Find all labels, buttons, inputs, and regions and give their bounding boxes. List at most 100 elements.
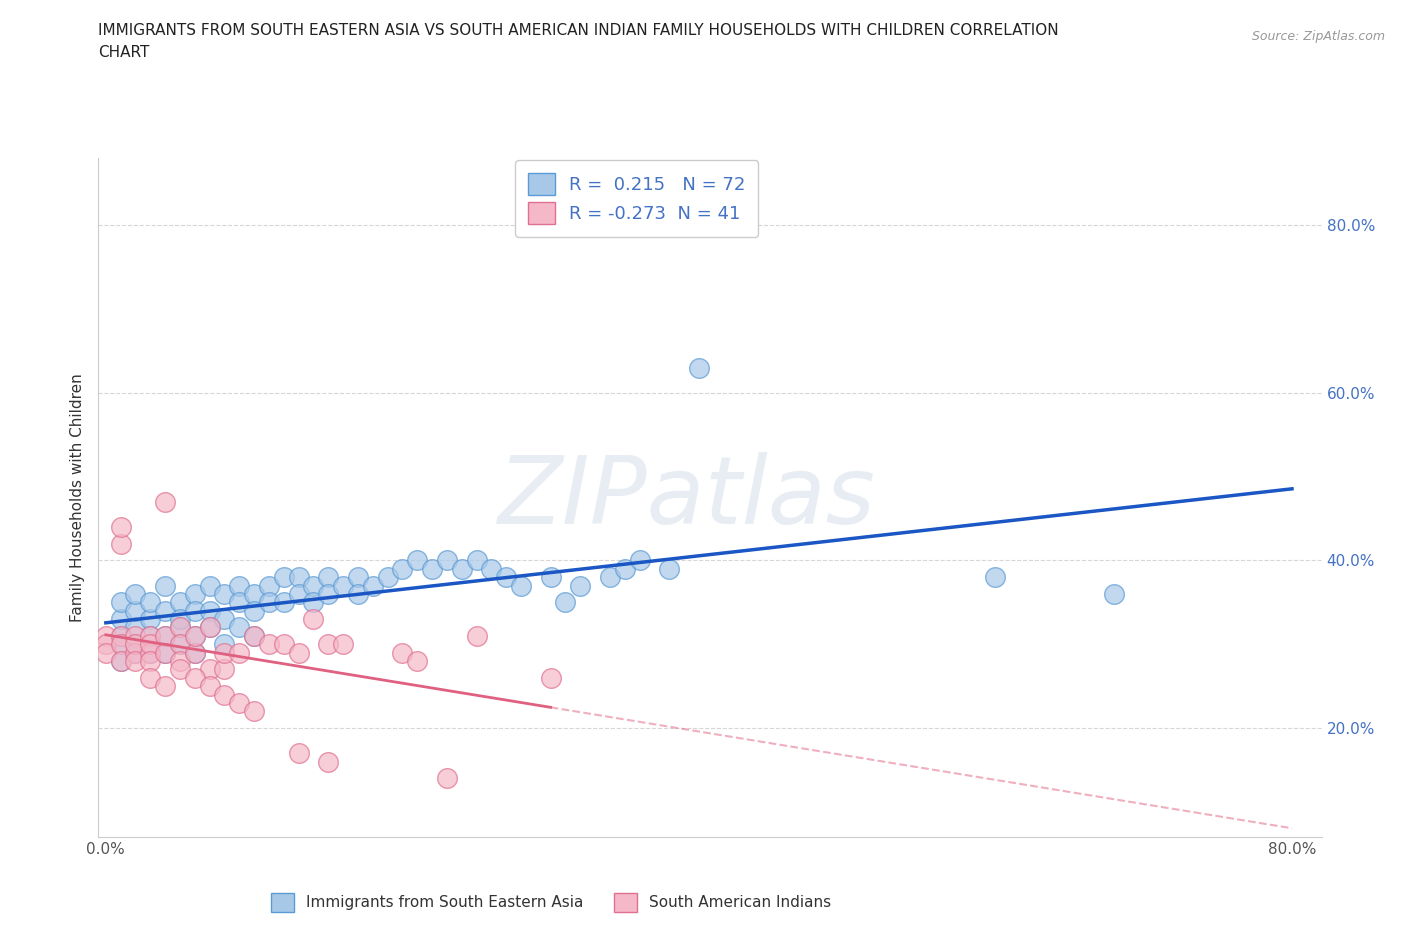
Point <box>465 629 488 644</box>
Point <box>257 637 280 652</box>
Point <box>228 645 250 660</box>
Point <box>316 754 339 769</box>
Point <box>169 595 191 610</box>
Point <box>273 595 295 610</box>
Point <box>243 604 266 618</box>
Point <box>688 360 710 375</box>
Point <box>110 654 132 669</box>
Point <box>124 587 146 602</box>
Point <box>153 578 176 593</box>
Point <box>94 637 117 652</box>
Point <box>257 595 280 610</box>
Point <box>153 604 176 618</box>
Point <box>599 570 621 585</box>
Point <box>153 679 176 694</box>
Point <box>243 587 266 602</box>
Point <box>332 637 354 652</box>
Point <box>510 578 533 593</box>
Point <box>287 645 309 660</box>
Point <box>110 654 132 669</box>
Point <box>169 620 191 635</box>
Point <box>287 570 309 585</box>
Point <box>139 645 162 660</box>
Point <box>184 671 207 685</box>
Point <box>139 629 162 644</box>
Point <box>479 562 502 577</box>
Point <box>302 578 325 593</box>
Point <box>450 562 472 577</box>
Point <box>110 595 132 610</box>
Point <box>124 620 146 635</box>
Point <box>139 654 162 669</box>
Point <box>228 578 250 593</box>
Point <box>214 662 236 677</box>
Point <box>94 629 117 644</box>
Point <box>110 520 132 535</box>
Point <box>316 570 339 585</box>
Text: CHART: CHART <box>98 45 150 60</box>
Point <box>316 587 339 602</box>
Point <box>465 553 488 568</box>
Y-axis label: Family Households with Children: Family Households with Children <box>69 373 84 622</box>
Point <box>153 495 176 510</box>
Point <box>169 637 191 652</box>
Point <box>139 595 162 610</box>
Point <box>110 637 132 652</box>
Point <box>228 595 250 610</box>
Text: ZIPatlas: ZIPatlas <box>496 452 875 543</box>
Point <box>628 553 651 568</box>
Point <box>984 570 1007 585</box>
Point <box>214 637 236 652</box>
Point <box>124 645 146 660</box>
Point <box>153 629 176 644</box>
Point <box>198 578 221 593</box>
Point <box>214 587 236 602</box>
Point <box>243 629 266 644</box>
Point <box>347 587 370 602</box>
Point <box>377 570 399 585</box>
Point <box>540 671 562 685</box>
Point <box>124 637 146 652</box>
Point <box>214 687 236 702</box>
Point <box>613 562 636 577</box>
Point <box>110 537 132 551</box>
Point <box>569 578 592 593</box>
Point <box>436 771 458 786</box>
Point <box>124 629 146 644</box>
Point <box>214 612 236 627</box>
Point <box>495 570 517 585</box>
Point <box>184 645 207 660</box>
Point <box>658 562 681 577</box>
Point <box>406 553 429 568</box>
Point <box>110 629 132 644</box>
Point <box>273 637 295 652</box>
Point <box>139 612 162 627</box>
Point <box>361 578 384 593</box>
Point <box>554 595 576 610</box>
Point <box>184 587 207 602</box>
Point <box>198 662 221 677</box>
Point <box>420 562 443 577</box>
Point <box>124 637 146 652</box>
Point <box>153 645 176 660</box>
Point <box>228 620 250 635</box>
Point <box>257 578 280 593</box>
Point <box>540 570 562 585</box>
Point <box>332 578 354 593</box>
Point <box>139 637 162 652</box>
Point <box>110 637 132 652</box>
Point <box>169 612 191 627</box>
Point <box>287 587 309 602</box>
Point <box>184 645 207 660</box>
Text: Source: ZipAtlas.com: Source: ZipAtlas.com <box>1251 30 1385 43</box>
Point <box>124 604 146 618</box>
Point <box>169 654 191 669</box>
Point <box>302 612 325 627</box>
Point <box>110 612 132 627</box>
Point <box>302 595 325 610</box>
Point <box>139 671 162 685</box>
Point <box>184 629 207 644</box>
Point <box>184 629 207 644</box>
Point <box>316 637 339 652</box>
Point <box>139 629 162 644</box>
